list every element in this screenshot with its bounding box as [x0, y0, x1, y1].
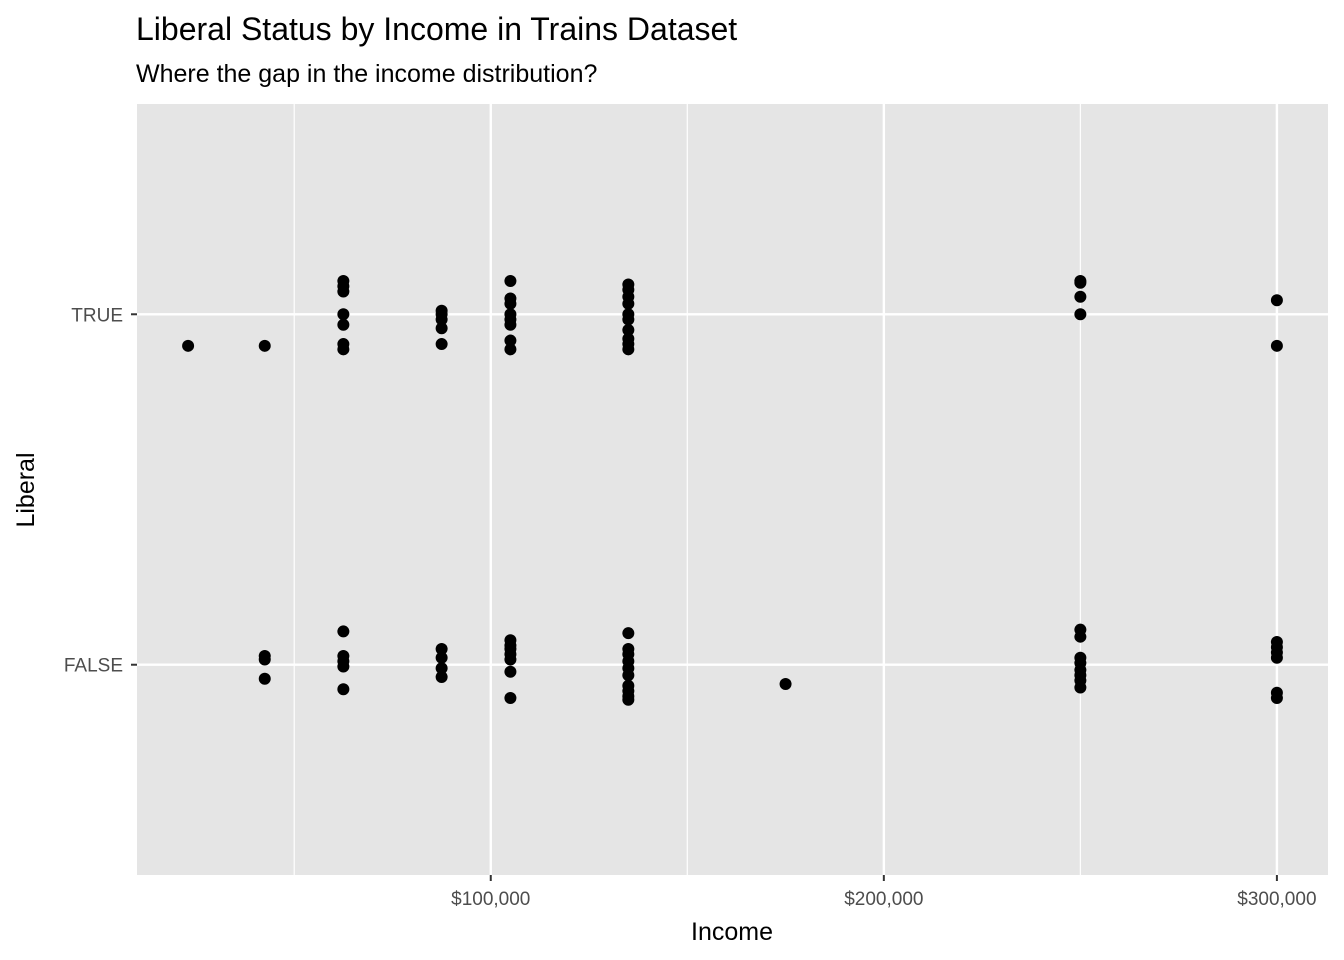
data-point	[1074, 276, 1087, 289]
data-point	[435, 662, 448, 675]
data-point	[622, 627, 635, 640]
y-axis-title: Liberal	[12, 452, 40, 527]
data-point	[258, 339, 271, 352]
data-point	[337, 660, 350, 673]
data-point	[622, 669, 635, 682]
data-point	[504, 343, 517, 356]
data-point	[258, 672, 271, 685]
data-point	[1270, 692, 1283, 705]
data-point	[337, 318, 350, 331]
chart-title: Liberal Status by Income in Trains Datas…	[136, 11, 737, 47]
data-point	[435, 642, 448, 655]
data-point	[1270, 294, 1283, 307]
data-point	[337, 683, 350, 696]
x-axis-title: Income	[691, 918, 773, 946]
x-tick-label: $200,000	[844, 889, 923, 910]
data-point	[435, 651, 448, 664]
data-point	[435, 308, 448, 321]
data-point	[337, 285, 350, 298]
data-point	[504, 318, 517, 331]
data-point	[1270, 339, 1283, 352]
data-point	[337, 625, 350, 638]
data-point	[504, 297, 517, 310]
data-point	[504, 274, 517, 287]
data-point	[622, 693, 635, 706]
data-point	[337, 308, 350, 321]
data-point	[337, 343, 350, 356]
data-point	[182, 339, 195, 352]
data-point	[1074, 681, 1087, 694]
data-point	[779, 678, 792, 691]
data-point	[622, 343, 635, 356]
y-tick-label: FALSE	[64, 656, 123, 677]
data-point	[435, 670, 448, 683]
chart-subtitle: Where the gap in the income distribution…	[136, 60, 597, 88]
data-point	[504, 692, 517, 705]
x-tick-label: $300,000	[1237, 889, 1316, 910]
data-points	[182, 274, 1283, 706]
x-tick-label: $100,000	[451, 889, 530, 910]
data-point	[622, 313, 635, 326]
data-point	[504, 334, 517, 347]
gridlines	[137, 104, 1328, 875]
y-axis: FALSE TRUE	[64, 305, 137, 677]
data-point	[1270, 651, 1283, 664]
data-point	[504, 653, 517, 666]
data-point	[622, 324, 635, 337]
data-point	[1074, 308, 1087, 321]
data-point	[435, 322, 448, 335]
data-point	[258, 653, 271, 666]
data-point	[622, 297, 635, 310]
plot-panel	[137, 104, 1328, 875]
data-point	[1074, 290, 1087, 303]
y-tick-label: TRUE	[71, 305, 123, 326]
data-point	[1074, 630, 1087, 643]
data-point	[504, 308, 517, 321]
data-point	[504, 665, 517, 678]
data-point	[435, 338, 448, 351]
x-axis: $100,000 $200,000 $300,000	[451, 875, 1317, 910]
